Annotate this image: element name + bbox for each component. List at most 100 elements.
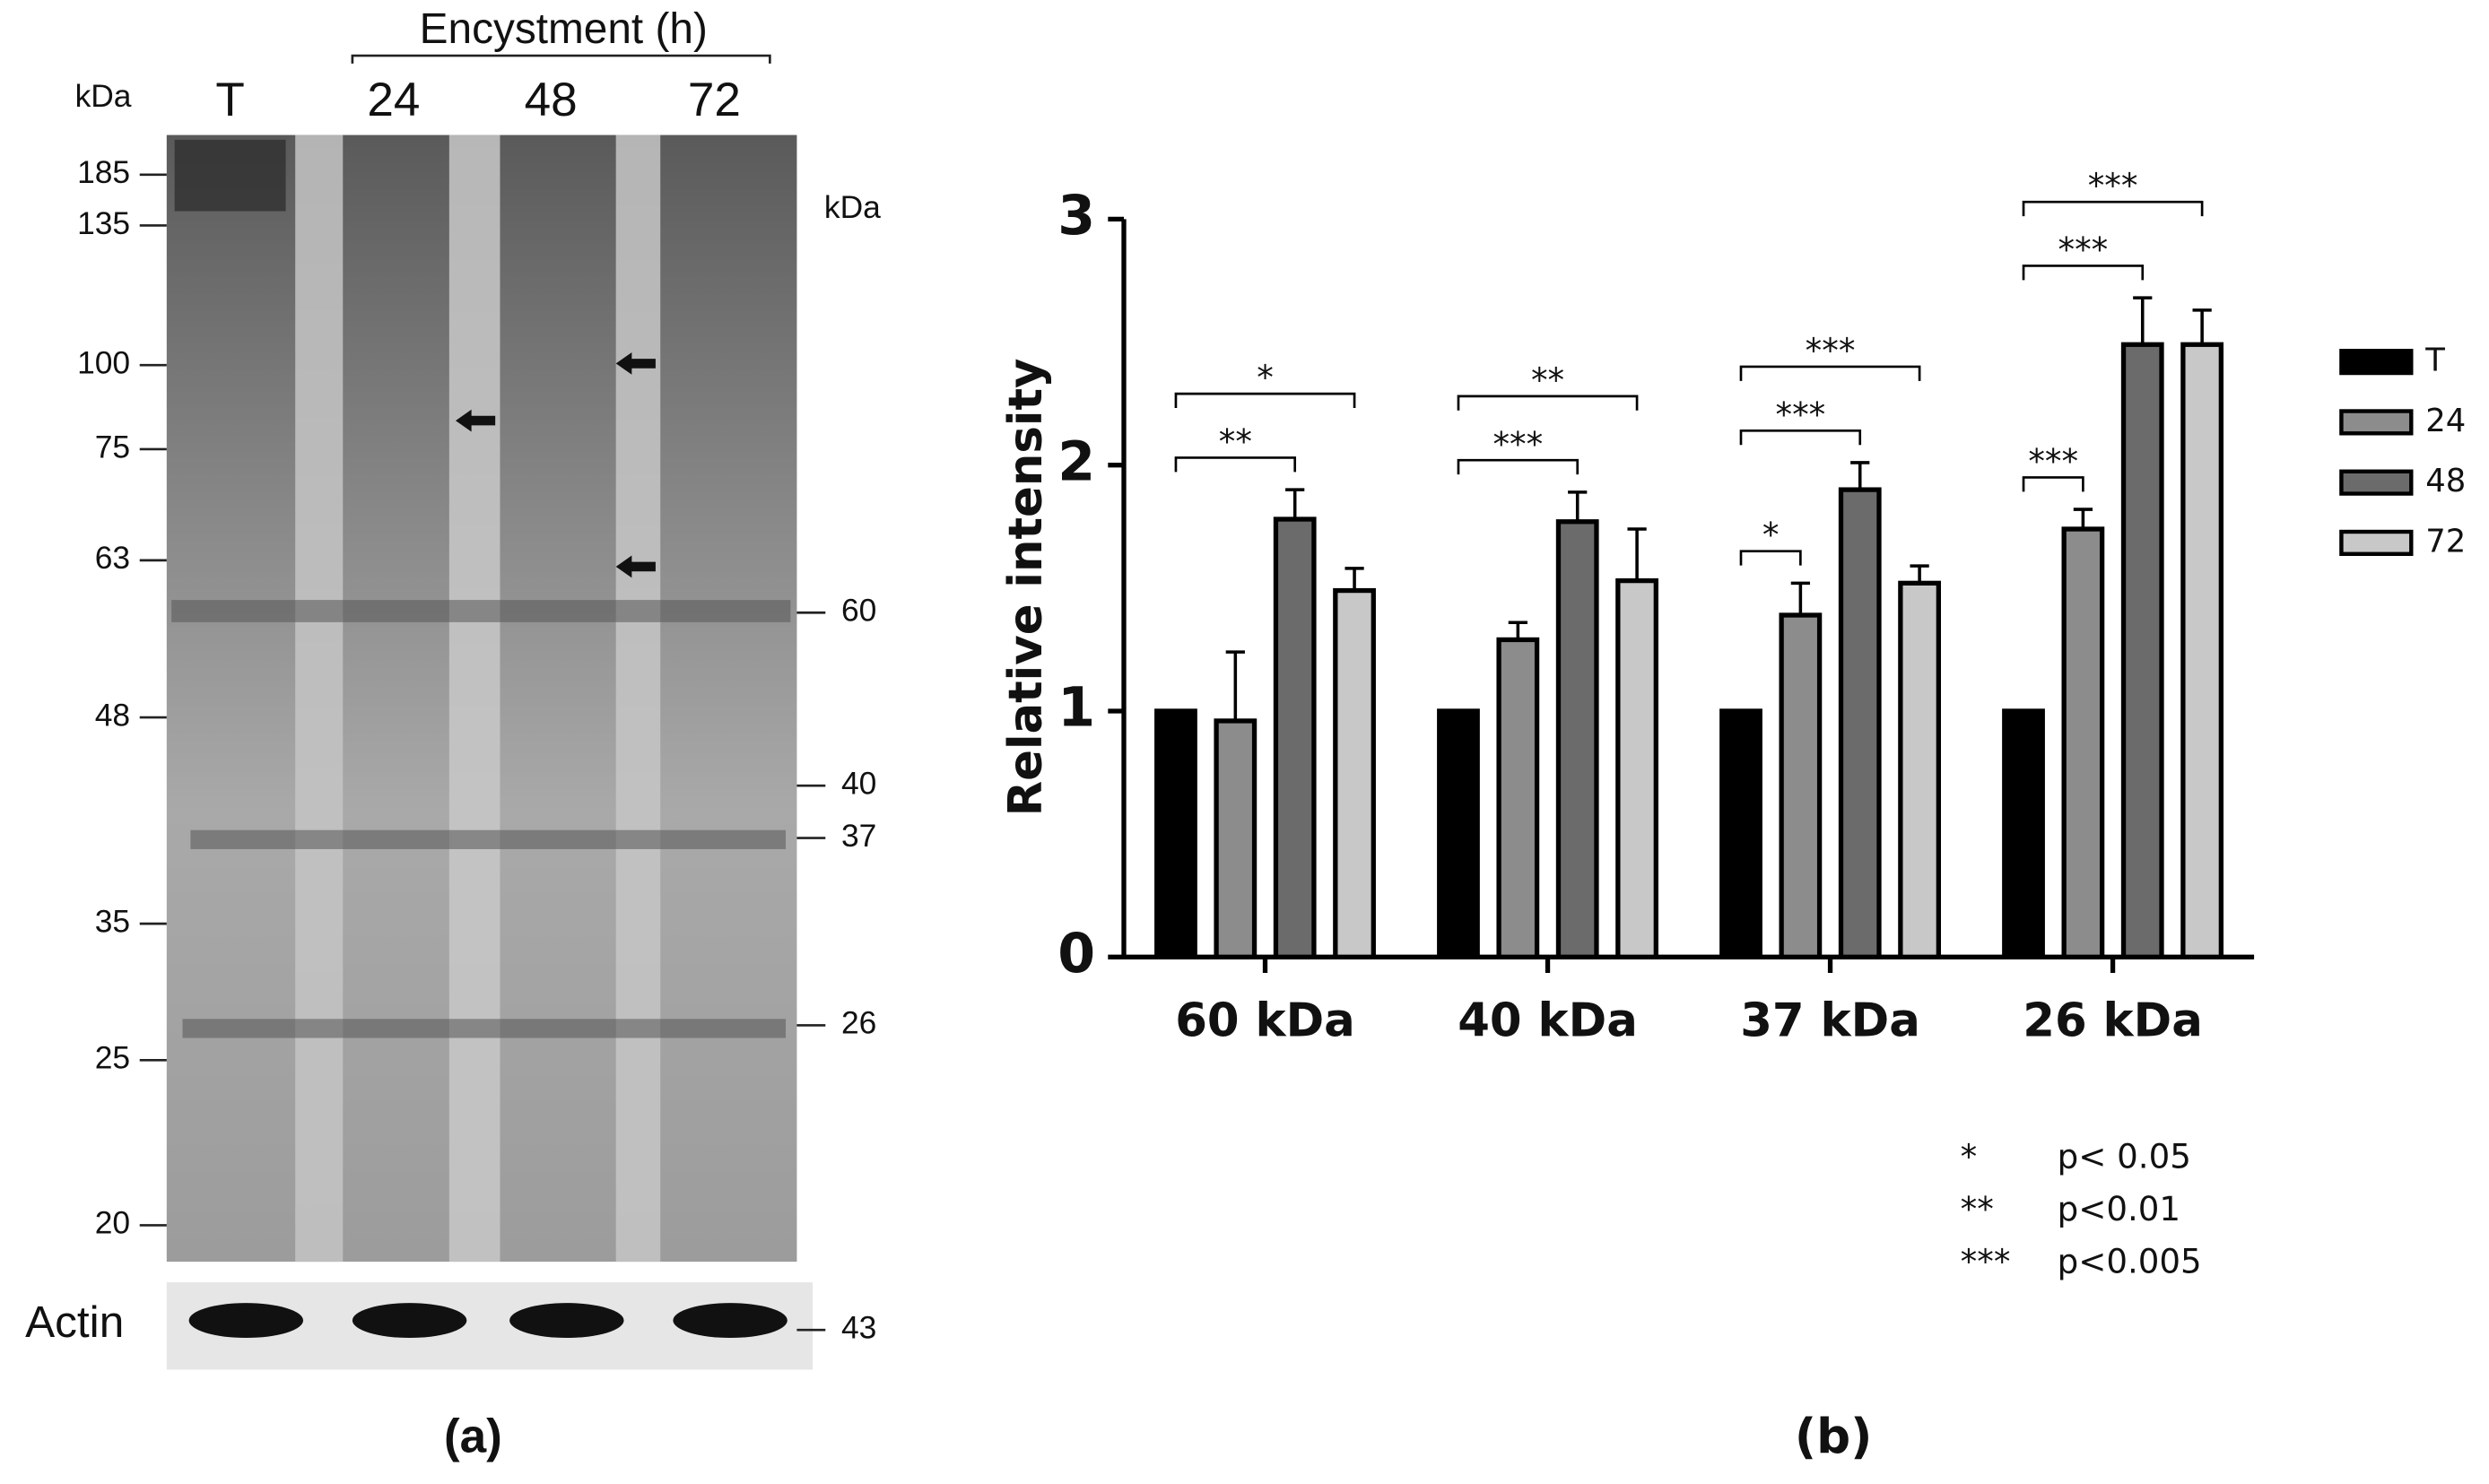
- significance-symbol: ***: [1961, 1242, 2011, 1280]
- significance-bracket: [1739, 365, 1921, 381]
- bar: [1496, 637, 1540, 959]
- smear: [174, 139, 286, 212]
- significance-label: ***: [1493, 425, 1543, 464]
- bar: [2002, 708, 2045, 959]
- error-bar: [1910, 564, 1929, 584]
- bar: [1333, 587, 1376, 959]
- legend-swatch: [2339, 349, 2414, 376]
- arrow: [455, 409, 496, 432]
- arrow: [615, 555, 656, 578]
- significance-label: **: [1219, 422, 1252, 461]
- significance-symbol: *: [1961, 1138, 1978, 1176]
- legend-swatch: [2339, 469, 2414, 496]
- significance-bracket: [2022, 265, 2145, 281]
- heading-bracket: [351, 54, 771, 64]
- error-bar: [2133, 296, 2153, 345]
- legend-label: 48: [2425, 463, 2466, 499]
- actin-band: [188, 1303, 304, 1339]
- significance-text: p<0.01: [2058, 1190, 2180, 1228]
- marker-right: 37: [841, 819, 876, 854]
- significance-label: *: [1257, 359, 1274, 397]
- legend-label: T: [2424, 343, 2445, 379]
- marker-right: 26: [841, 1006, 876, 1041]
- marker-left: 48: [95, 698, 130, 733]
- y-axis-title: Relative intensity: [999, 359, 1053, 817]
- lane-gap: [448, 135, 500, 1263]
- x-tick-label: 60 kDa: [1175, 994, 1355, 1048]
- bar: [2180, 342, 2224, 959]
- marker-right: 40: [841, 767, 876, 802]
- error-bar: [1790, 581, 1810, 616]
- bar: [1437, 708, 1480, 959]
- significance-label: ***: [2088, 167, 2138, 205]
- bar: [1779, 612, 1823, 959]
- band: [190, 829, 787, 849]
- arrows: [455, 352, 656, 578]
- y-tick-label: 2: [1057, 430, 1095, 493]
- x-tick-label: 26 kDa: [2023, 994, 2203, 1048]
- significance-label: ***: [2028, 442, 2078, 481]
- y-tick-label: 0: [1057, 923, 1095, 985]
- significance-bracket: [1739, 429, 1862, 446]
- error-bar: [2073, 508, 2093, 529]
- marker-right: 60: [841, 594, 876, 629]
- bar: [2061, 526, 2105, 959]
- lane-label: 72: [688, 74, 741, 126]
- unit-left: kDa: [75, 79, 132, 114]
- significance-text: p< 0.05: [2058, 1138, 2191, 1176]
- error-bar: [1627, 527, 1647, 581]
- marker-left: 135: [77, 206, 130, 241]
- marker-left: 63: [95, 541, 130, 576]
- error-bar: [1568, 490, 1588, 522]
- loading-control-marker: 43: [841, 1311, 876, 1346]
- bar: [1719, 708, 1762, 959]
- error-bar: [1508, 621, 1527, 640]
- significance-label: ***: [2058, 230, 2109, 269]
- band: [171, 600, 791, 622]
- panel-label: (b): [1795, 1409, 1873, 1464]
- band: [182, 1019, 787, 1038]
- significance-bracket: [1457, 395, 1639, 411]
- legend-swatch: [2339, 409, 2414, 436]
- lane-label: 24: [367, 74, 420, 126]
- significance-label: *: [1762, 516, 1780, 554]
- bands: [171, 600, 791, 1038]
- bar: [1898, 580, 1941, 959]
- error-bar: [1345, 567, 1364, 591]
- significance-bracket: [1174, 456, 1297, 473]
- marker-left: 35: [95, 904, 130, 939]
- significance-label: **: [1531, 360, 1564, 399]
- significance-bracket: [1174, 392, 1356, 409]
- significance-label: ***: [1775, 395, 1825, 434]
- significance-bracket: [2022, 200, 2204, 217]
- loading-control: Actin: [25, 1297, 124, 1347]
- legend-label: 24: [2425, 403, 2466, 439]
- bar: [1273, 516, 1317, 959]
- y-tick-label: 3: [1057, 185, 1095, 247]
- actin-band: [673, 1303, 788, 1339]
- y-tick-label: 1: [1057, 677, 1095, 740]
- lane-gap: [295, 135, 344, 1263]
- error-bar: [1850, 461, 1870, 490]
- blot-panel: Encystment (h) kDa kDa Actin 43 (a) T 24 4…: [25, 5, 881, 1462]
- significance-bracket: [1457, 458, 1580, 475]
- actin-band: [352, 1303, 467, 1339]
- significance-bracket: [1739, 550, 1802, 566]
- marker-left: 25: [95, 1041, 130, 1076]
- arrow: [615, 352, 656, 375]
- x-tick-label: 37 kDa: [1740, 994, 1920, 1048]
- bar: [1555, 519, 1599, 959]
- error-bar: [1225, 650, 1245, 721]
- marker-left: 20: [95, 1206, 130, 1241]
- error-bar: [2192, 308, 2212, 345]
- legend-swatch: [2339, 529, 2414, 556]
- bar: [1154, 708, 1197, 959]
- legend-label: 72: [2425, 523, 2466, 560]
- unit-right: kDa: [824, 190, 881, 225]
- lane-gap: [615, 135, 661, 1263]
- bar: [2120, 342, 2164, 959]
- significance-symbol: **: [1961, 1190, 1994, 1228]
- marker-left: 100: [77, 346, 130, 381]
